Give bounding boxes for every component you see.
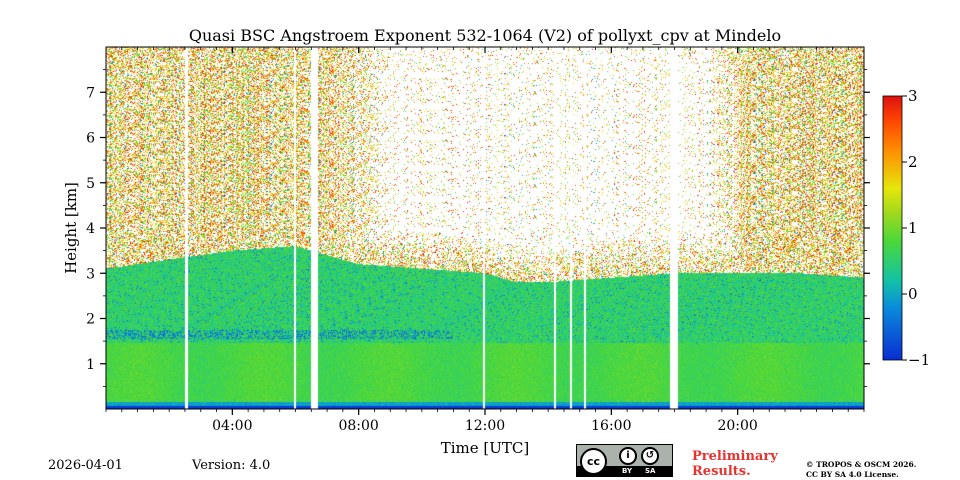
y-tick-label-5: 6 xyxy=(86,131,95,147)
cc-by-sa-badge: cc i ↺ BY SA xyxy=(576,444,673,477)
x-axis-label: Time [UTC] xyxy=(441,439,530,457)
colorbar-ticks: −1 0 1 2 3 xyxy=(902,87,930,369)
angstroem-heatmap-chart: Quasi BSC Angstroem Exponent 532-1064 (V… xyxy=(0,0,960,480)
y-tick-label-6: 7 xyxy=(86,85,95,101)
colorbar-tick-label-0: −1 xyxy=(908,351,930,369)
y-tick-label-0: 1 xyxy=(86,357,95,373)
colorbar-tick-label-3: 2 xyxy=(908,153,918,171)
y-tick-label-1: 2 xyxy=(86,312,95,328)
version-label: Version: 4.0 xyxy=(192,458,270,473)
copyright-note: © TROPOS & OSCM 2026. CC BY SA 4.0 Licen… xyxy=(806,460,916,480)
x-tick-label-4: 20:00 xyxy=(717,418,757,434)
cc-icon: cc xyxy=(580,448,607,475)
colorbar-tick-label-4: 3 xyxy=(908,87,918,105)
cc-sa-label: SA xyxy=(645,466,655,476)
preliminary-results-note: Preliminary Results. xyxy=(692,449,778,479)
x-tick-label-2: 12:00 xyxy=(465,418,505,434)
share-alike-icon: ↺ xyxy=(641,447,659,465)
attribution-icon: i xyxy=(619,447,637,465)
colorbar-tick-label-2: 1 xyxy=(908,219,918,237)
x-tick-label-3: 16:00 xyxy=(591,418,631,434)
y-tick-label-3: 4 xyxy=(86,221,95,237)
y-axis-label: Height [km] xyxy=(62,182,80,274)
y-tick-label-2: 3 xyxy=(86,266,95,282)
colorbar-gradient xyxy=(883,96,902,360)
chart-title: Quasi BSC Angstroem Exponent 532-1064 (V… xyxy=(189,26,781,45)
heatmap-image xyxy=(106,47,864,409)
colorbar-tick-label-1: 0 xyxy=(908,285,918,303)
preliminary-line-2: Results. xyxy=(692,464,778,479)
copyright-line-2: CC BY SA 4.0 License. xyxy=(806,470,916,480)
cc-by-label: BY xyxy=(622,466,632,476)
colorbar: −1 0 1 2 3 xyxy=(883,87,930,369)
plot-area xyxy=(106,47,864,409)
copyright-line-1: © TROPOS & OSCM 2026. xyxy=(806,460,916,470)
x-tick-label-0: 04:00 xyxy=(212,418,252,434)
y-tick-label-4: 5 xyxy=(86,176,95,192)
plot-date: 2026-04-01 xyxy=(48,458,123,473)
preliminary-line-1: Preliminary xyxy=(692,449,778,464)
x-tick-label-1: 08:00 xyxy=(338,418,378,434)
